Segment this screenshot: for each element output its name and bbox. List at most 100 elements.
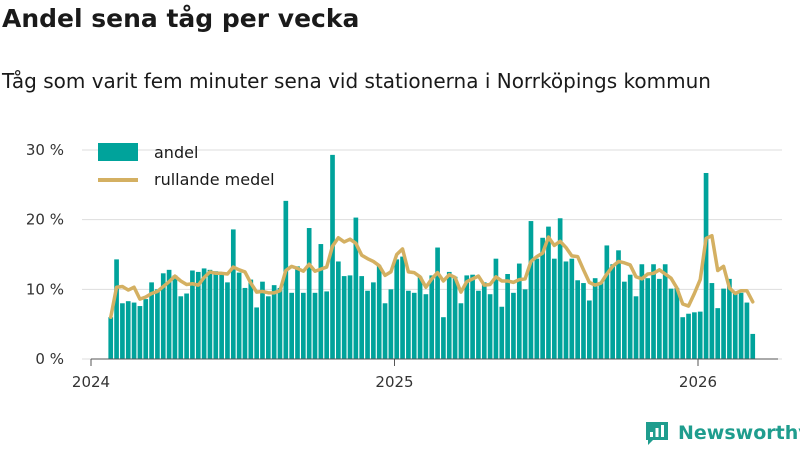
bar xyxy=(674,287,680,359)
bar xyxy=(336,261,341,359)
bar xyxy=(738,292,744,359)
bar xyxy=(172,275,178,359)
y-tick-label: 30 % xyxy=(26,141,64,159)
bar xyxy=(359,276,365,359)
bar xyxy=(557,218,563,359)
x-tick-label: 2024 xyxy=(72,373,110,391)
bar xyxy=(376,265,382,359)
bar xyxy=(190,270,195,359)
bar xyxy=(692,312,697,359)
bar xyxy=(260,281,265,359)
bar xyxy=(715,308,721,359)
bar xyxy=(160,273,166,359)
legend-label-andel: andel xyxy=(154,143,198,162)
bar xyxy=(114,259,119,359)
bar xyxy=(505,274,510,359)
bar xyxy=(347,275,353,359)
bar xyxy=(569,258,575,359)
bar xyxy=(598,282,604,359)
bar xyxy=(657,278,662,359)
bar xyxy=(522,289,528,359)
bar xyxy=(219,274,224,359)
bar xyxy=(627,274,633,359)
bar xyxy=(324,291,330,359)
bar xyxy=(441,317,446,359)
bar xyxy=(131,302,137,359)
bar xyxy=(137,306,143,359)
bar xyxy=(265,296,271,359)
bar xyxy=(697,311,703,359)
bar xyxy=(487,294,493,359)
bar xyxy=(563,261,569,359)
bar xyxy=(155,289,160,359)
bar xyxy=(382,303,388,359)
bar xyxy=(546,226,551,359)
bar xyxy=(388,289,394,359)
bar xyxy=(662,264,668,359)
bar xyxy=(394,259,400,359)
bar xyxy=(207,269,213,359)
bar xyxy=(633,296,639,359)
chart-subtitle: Tåg som varit fem minuter sena vid stati… xyxy=(2,69,711,93)
y-tick-label: 0 % xyxy=(35,350,64,368)
bar xyxy=(108,317,114,359)
bar xyxy=(184,293,189,359)
x-tick-label: 2025 xyxy=(375,373,413,391)
brand-logo: Newsworthy xyxy=(644,420,800,446)
bar xyxy=(686,313,691,359)
bar xyxy=(586,300,592,359)
bar xyxy=(709,283,715,359)
bar xyxy=(242,287,248,359)
bar xyxy=(499,306,505,359)
bar xyxy=(744,302,750,359)
bar xyxy=(295,266,300,359)
bar xyxy=(178,296,184,359)
bar xyxy=(616,250,621,359)
bar xyxy=(423,294,429,359)
newsworthy-logo-icon xyxy=(646,422,668,445)
bar xyxy=(528,221,534,359)
bar xyxy=(622,281,627,359)
bar xyxy=(143,299,149,359)
bar xyxy=(213,271,219,359)
bar xyxy=(435,247,440,359)
x-tick-label: 2026 xyxy=(679,373,717,391)
bar xyxy=(493,258,499,359)
bar xyxy=(668,288,674,359)
bar xyxy=(120,303,125,359)
bar xyxy=(371,282,376,359)
bar xyxy=(306,228,312,359)
bar xyxy=(195,271,201,359)
bar xyxy=(458,303,464,359)
bar xyxy=(254,307,259,359)
bar xyxy=(575,280,580,359)
bar xyxy=(750,333,756,359)
bar xyxy=(353,217,359,359)
chart-title: Andel sena tåg per vecka xyxy=(2,4,360,33)
bar xyxy=(166,269,172,359)
bar xyxy=(271,285,277,359)
bar xyxy=(125,301,131,359)
bar xyxy=(149,282,154,359)
bar xyxy=(277,287,283,359)
bar xyxy=(511,292,516,359)
bar xyxy=(236,272,242,359)
bar xyxy=(464,275,470,359)
bar xyxy=(446,271,452,359)
bar xyxy=(680,317,686,359)
bar xyxy=(330,154,335,359)
bar xyxy=(639,264,645,359)
bar xyxy=(400,256,405,359)
x-axis: 2024 2025 2026 xyxy=(72,358,778,391)
bar xyxy=(604,245,610,359)
bar xyxy=(727,278,732,359)
bar xyxy=(283,200,289,359)
bar xyxy=(312,292,318,359)
bar xyxy=(365,290,370,359)
legend: andel rullande medel xyxy=(98,143,275,189)
bar xyxy=(301,292,306,359)
bar xyxy=(406,290,411,359)
bar xyxy=(540,237,545,359)
legend-label-rullande-medel: rullande medel xyxy=(154,170,275,189)
